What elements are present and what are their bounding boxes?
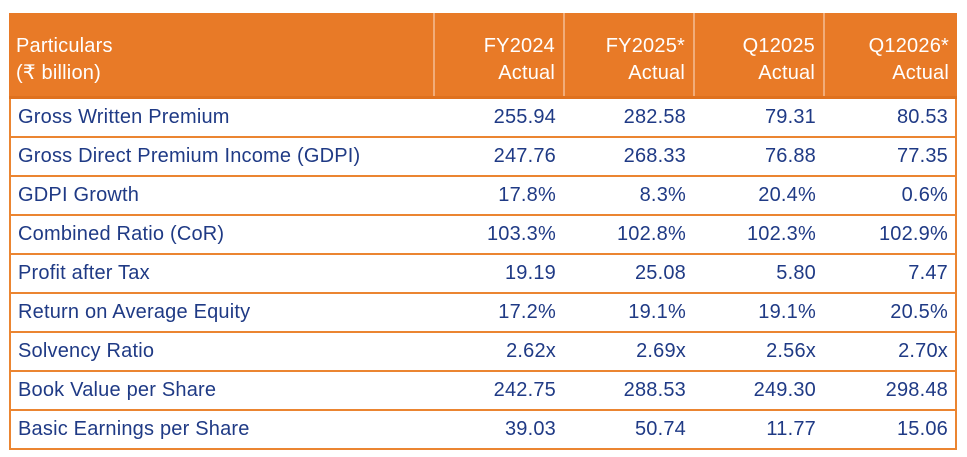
cell-value: 242.75 [493, 379, 556, 401]
row-label: Profit after Tax [18, 262, 150, 284]
cell-value: 39.03 [504, 418, 556, 440]
col-header-period: FY2025* [605, 34, 685, 57]
cell-value: 25.08 [634, 262, 686, 284]
cell-value: 19.19 [504, 262, 556, 284]
table-row: Combined Ratio (CoR) 103.3% 102.8% 102.3… [11, 216, 955, 255]
cell-value: 102.3% [746, 223, 816, 245]
table-row: Book Value per Share 242.75 288.53 249.3… [11, 372, 955, 411]
cell-value: 17.8% [498, 184, 556, 206]
table-row: Gross Direct Premium Income (GDPI) 247.7… [11, 138, 955, 177]
row-label: GDPI Growth [18, 184, 140, 206]
col-header-fy2024: FY2024 Actual [433, 13, 563, 96]
table-row: Return on Average Equity 17.2% 19.1% 19.… [11, 294, 955, 333]
cell-value: 19.1% [758, 301, 816, 323]
cell-value: 11.77 [766, 418, 816, 440]
cell-value: 249.30 [753, 379, 816, 401]
cell-value: 79.31 [764, 106, 816, 128]
cell-value: 2.70x [898, 340, 948, 362]
row-label: Gross Written Premium [18, 106, 230, 128]
cell-value: 7.47 [908, 262, 948, 284]
cell-value: 103.3% [486, 223, 556, 245]
cell-value: 20.5% [890, 301, 948, 323]
cell-value: 0.6% [901, 184, 948, 206]
cell-value: 2.62x [506, 340, 556, 362]
col-header-basis: Actual [628, 61, 685, 84]
table-body: Gross Written Premium 255.94 282.58 79.3… [9, 99, 957, 450]
row-label: Book Value per Share [18, 379, 217, 401]
col-header-q12026: Q12026* Actual [823, 13, 957, 96]
cell-value: 2.69x [636, 340, 686, 362]
cell-value: 255.94 [493, 106, 556, 128]
row-label: Combined Ratio (CoR) [18, 223, 225, 245]
cell-value: 17.2% [498, 301, 556, 323]
cell-value: 20.4% [758, 184, 816, 206]
cell-value: 247.76 [493, 145, 556, 167]
col-header-q12025: Q12025 Actual [693, 13, 823, 96]
cell-value: 288.53 [623, 379, 686, 401]
cell-value: 76.88 [764, 145, 816, 167]
cell-value: 298.48 [885, 379, 948, 401]
table-row: Solvency Ratio 2.62x 2.69x 2.56x 2.70x [11, 333, 955, 372]
cell-value: 80.53 [896, 106, 948, 128]
cell-value: 102.9% [878, 223, 948, 245]
cell-value: 15.06 [896, 418, 948, 440]
col-header-period: FY2024 [483, 34, 555, 57]
col-header-basis: Actual [498, 61, 555, 84]
cell-value: 282.58 [623, 106, 686, 128]
table-row: Profit after Tax 19.19 25.08 5.80 7.47 [11, 255, 955, 294]
cell-value: 50.74 [634, 418, 686, 440]
col-header-basis: Actual [758, 61, 815, 84]
particulars-title: Particulars [16, 34, 113, 57]
particulars-unit: (₹ billion) [16, 61, 101, 84]
cell-value: 2.56x [766, 340, 816, 362]
row-label: Basic Earnings per Share [18, 418, 250, 440]
row-label: Return on Average Equity [18, 301, 251, 323]
col-header-basis: Actual [892, 61, 949, 84]
table-row: Basic Earnings per Share 39.03 50.74 11.… [11, 411, 955, 450]
row-label: Gross Direct Premium Income (GDPI) [18, 145, 361, 167]
cell-value: 5.80 [776, 262, 816, 284]
col-header-particulars: Particulars (₹ billion) [9, 13, 433, 96]
table-header-row: Particulars (₹ billion) FY2024 Actual FY… [9, 13, 957, 99]
col-header-fy2025: FY2025* Actual [563, 13, 693, 96]
cell-value: 19.1% [628, 301, 686, 323]
cell-value: 102.8% [616, 223, 686, 245]
financials-table: Particulars (₹ billion) FY2024 Actual FY… [9, 13, 957, 450]
row-label: Solvency Ratio [18, 340, 155, 362]
col-header-period: Q12025 [742, 34, 815, 57]
table-row: GDPI Growth 17.8% 8.3% 20.4% 0.6% [11, 177, 955, 216]
cell-value: 77.35 [896, 145, 948, 167]
col-header-period: Q12026* [868, 34, 949, 57]
table-row: Gross Written Premium 255.94 282.58 79.3… [11, 99, 955, 138]
cell-value: 8.3% [639, 184, 686, 206]
cell-value: 268.33 [623, 145, 686, 167]
